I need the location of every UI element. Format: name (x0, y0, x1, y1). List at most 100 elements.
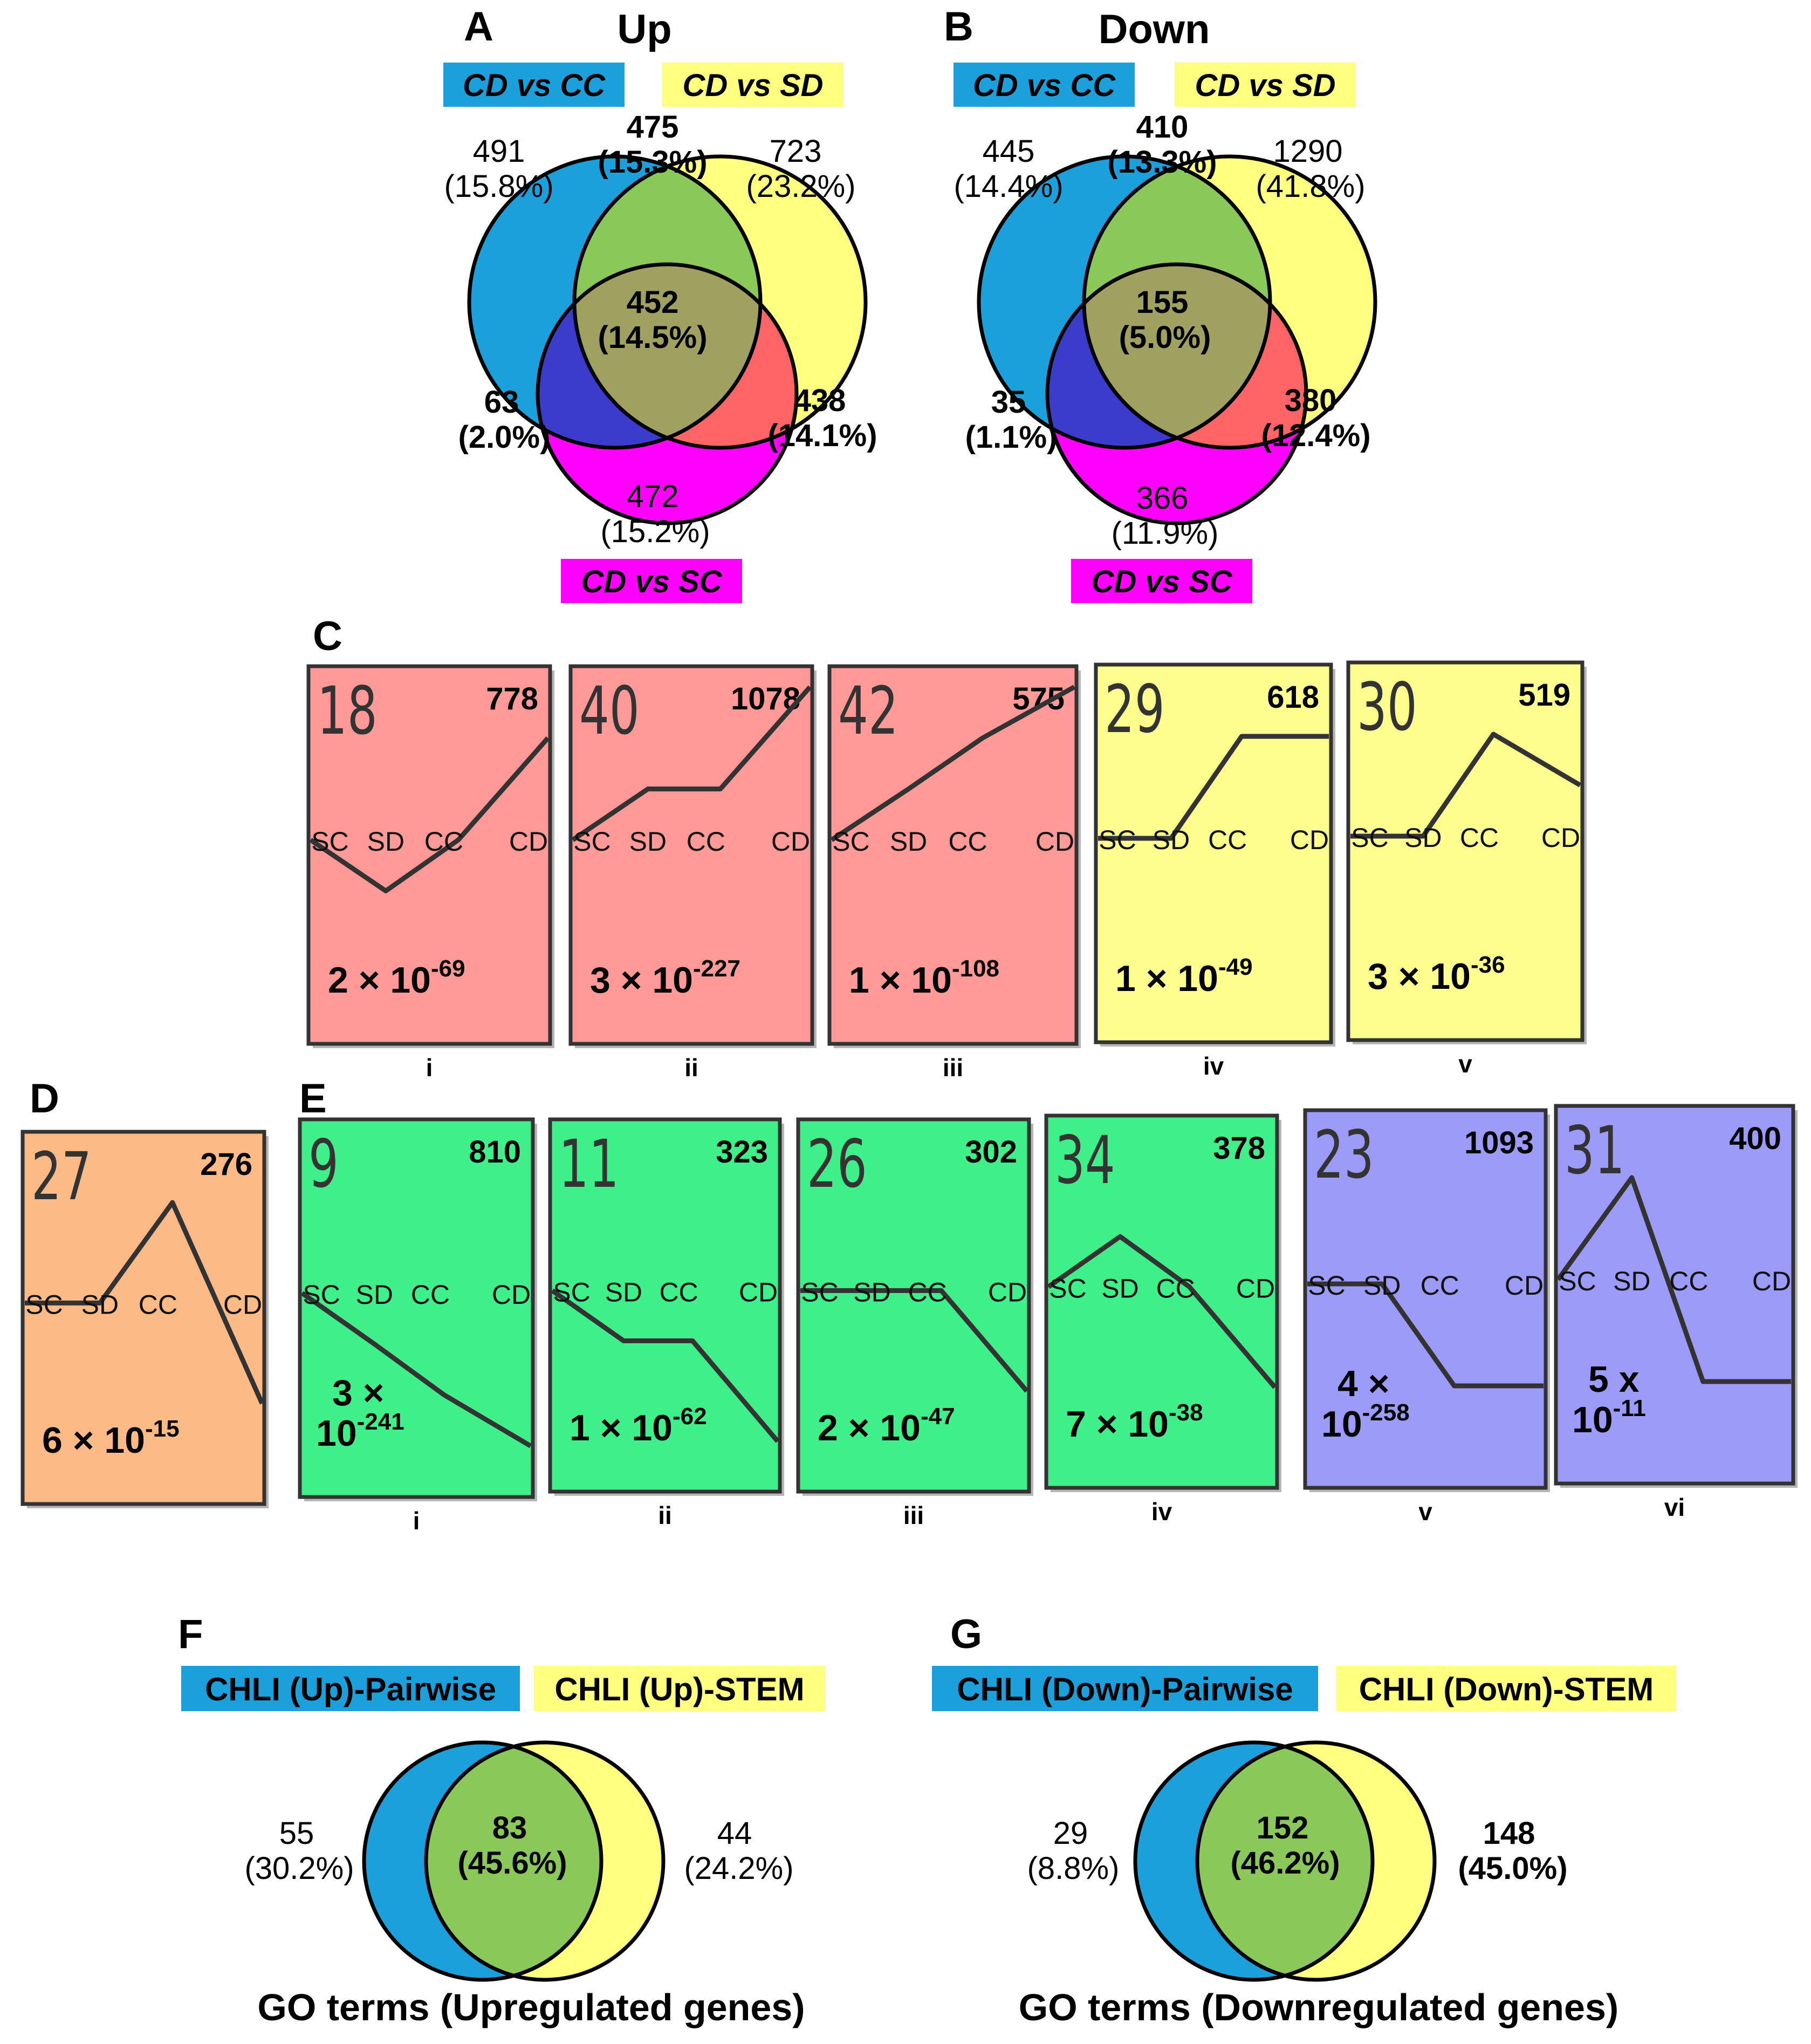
profile-line (1047, 1234, 1277, 1389)
condition-label: CD (1035, 826, 1074, 857)
profile-p-value-exponent: -69 (431, 955, 465, 982)
profile-p-value-exponent: -38 (1169, 1399, 1203, 1426)
go-down-middle-pct: (46.2%) (1230, 1845, 1340, 1881)
profile-gene-count: 302 (965, 1134, 1017, 1170)
panel-letter-d: D (30, 1076, 59, 1122)
condition-label: SD (356, 1280, 393, 1310)
condition-label: CC (1669, 1266, 1708, 1296)
venn-down-ac-count: 35 (991, 385, 1026, 420)
profile-roman-label: vi (1664, 1493, 1685, 1521)
profile-id: 30 (1357, 669, 1417, 746)
profile-box-frame (548, 1117, 782, 1494)
condition-label: CD (771, 826, 810, 857)
profile-p-value-base: 4 × (1337, 1363, 1389, 1404)
go-down-left-pct: (8.8%) (1027, 1851, 1120, 1886)
venn-down-b-only-count: 1290 (1273, 134, 1342, 169)
condition-label: SC (25, 1289, 63, 1320)
condition-label: CC (1156, 1273, 1195, 1303)
condition-label: SC (1099, 825, 1136, 855)
go-up-right-count: 44 (717, 1816, 752, 1851)
condition-label: CC (411, 1280, 450, 1310)
profile-p-value-exponent: -49 (1218, 954, 1253, 980)
condition-label: CC (1421, 1270, 1459, 1301)
venn-up: A Up CD vs CC CD vs SD 491 (15.8%) 475 (… (443, 4, 877, 603)
condition-label: SC (1559, 1266, 1596, 1296)
condition-label: SC (1308, 1270, 1345, 1301)
profile-roman-label: v (1418, 1498, 1432, 1526)
go-up-set-b-pill (534, 1666, 825, 1711)
venn-down-set-c-label: CD vs SC (1091, 564, 1232, 599)
profile-box: 30 519 SC SD CC CD 3 × 10-36 (1346, 660, 1587, 1044)
profile-id: 26 (807, 1126, 867, 1203)
condition-label: SD (1363, 1270, 1401, 1301)
condition-label: SC (573, 826, 610, 857)
profile-box-frame (306, 664, 552, 1046)
profile-p-value-base: 2 × 10 (818, 1407, 921, 1448)
profile-line (1350, 732, 1582, 839)
venn-up-set-b-pill (662, 63, 843, 107)
profile-p-value-base: 1 × 10 (570, 1407, 673, 1448)
profile-p-value-exponent: -258 (1362, 1399, 1410, 1426)
profile-gene-count: 810 (469, 1134, 521, 1170)
profile-gene-count: 276 (200, 1147, 252, 1182)
profile-p-value-base: 5 x (1588, 1359, 1639, 1400)
venn-up-ac-count: 63 (484, 385, 519, 420)
venn-down-set-b-pill (1175, 63, 1356, 107)
profile-roman-label: ii (684, 1054, 698, 1082)
condition-label: CC (659, 1277, 698, 1307)
profile-p-value-exponent: -241 (357, 1409, 404, 1435)
profile-gene-count: 323 (716, 1134, 768, 1170)
profile-p-value-base: 3 × 10 (1368, 956, 1471, 997)
profile-box: 34 378 SC SD CC CD 7 × 10-38 (1044, 1113, 1281, 1492)
profile-id: 11 (559, 1126, 619, 1203)
go-down-set-b-label: CHLI (Down)-STEM (1359, 1671, 1654, 1707)
profile-p-value: 3 × 10-227 (590, 955, 740, 1001)
profile-id: 29 (1105, 672, 1165, 748)
venn-down-c-only-pct: (11.9%) (1112, 516, 1219, 551)
profile-box-frame (1044, 1113, 1279, 1490)
profile-gene-count: 400 (1729, 1121, 1781, 1156)
venn-up-ab-count: 475 (627, 110, 679, 145)
go-up-middle-pct: (45.6%) (457, 1845, 567, 1881)
venn-up-abc-pct: (14.5%) (598, 320, 707, 355)
panel-letter-a: A (464, 4, 493, 50)
profile-p-value: 6 × 10-15 (42, 1416, 180, 1461)
profile-id: 31 (1565, 1113, 1625, 1190)
profile-roman-label: iv (1151, 1498, 1172, 1526)
condition-label: SD (1404, 823, 1442, 853)
venn-down-abc-count: 155 (1136, 285, 1189, 320)
condition-label: CD (1752, 1266, 1791, 1296)
venn-up-set-b-label: CD vs SD (682, 68, 823, 103)
go-up-set-b-label: CHLI (Up)-STEM (554, 1671, 804, 1707)
go-down-title: GO terms (Downregulated genes) (1019, 1986, 1618, 2028)
profile-p-value-base: 1 × 10 (849, 960, 952, 1001)
profile-p-value: 2 × 10-47 (818, 1403, 955, 1448)
condition-label: CD (988, 1277, 1027, 1307)
condition-label: SD (890, 826, 927, 857)
profile-roman-label: i (413, 1507, 420, 1535)
condition-label: SC (1351, 823, 1388, 853)
profile-p-value-base: 6 × 10 (42, 1420, 145, 1461)
condition-label: CD (739, 1277, 778, 1307)
venn-down-ac-pct: (1.1%) (965, 420, 1058, 455)
profile-p-value-exponent: -11 (1613, 1395, 1646, 1421)
condition-label: SC (311, 826, 348, 857)
profile-p-value-exponent: -108 (952, 955, 999, 982)
go-down-overlap (1197, 1742, 1373, 1980)
condition-label: SD (81, 1289, 119, 1320)
profile-line (551, 1288, 780, 1443)
venn-up-c-only-pct: (15.2%) (600, 514, 710, 549)
go-up-right-pct: (24.2%) (684, 1851, 793, 1886)
profile-p-value: 1 × 10-108 (849, 955, 999, 1001)
condition-label: SD (1101, 1273, 1138, 1303)
profile-line (1098, 734, 1329, 841)
venn-down-c-only-count: 366 (1136, 481, 1189, 516)
profile-id: 23 (1314, 1117, 1374, 1194)
venn-up-a-only-pct: (15.8%) (444, 169, 553, 204)
go-down-set-a-pill (932, 1666, 1318, 1711)
profile-box-frame (1346, 660, 1584, 1042)
venn-up-b-only-pct: (23.2%) (746, 169, 855, 204)
